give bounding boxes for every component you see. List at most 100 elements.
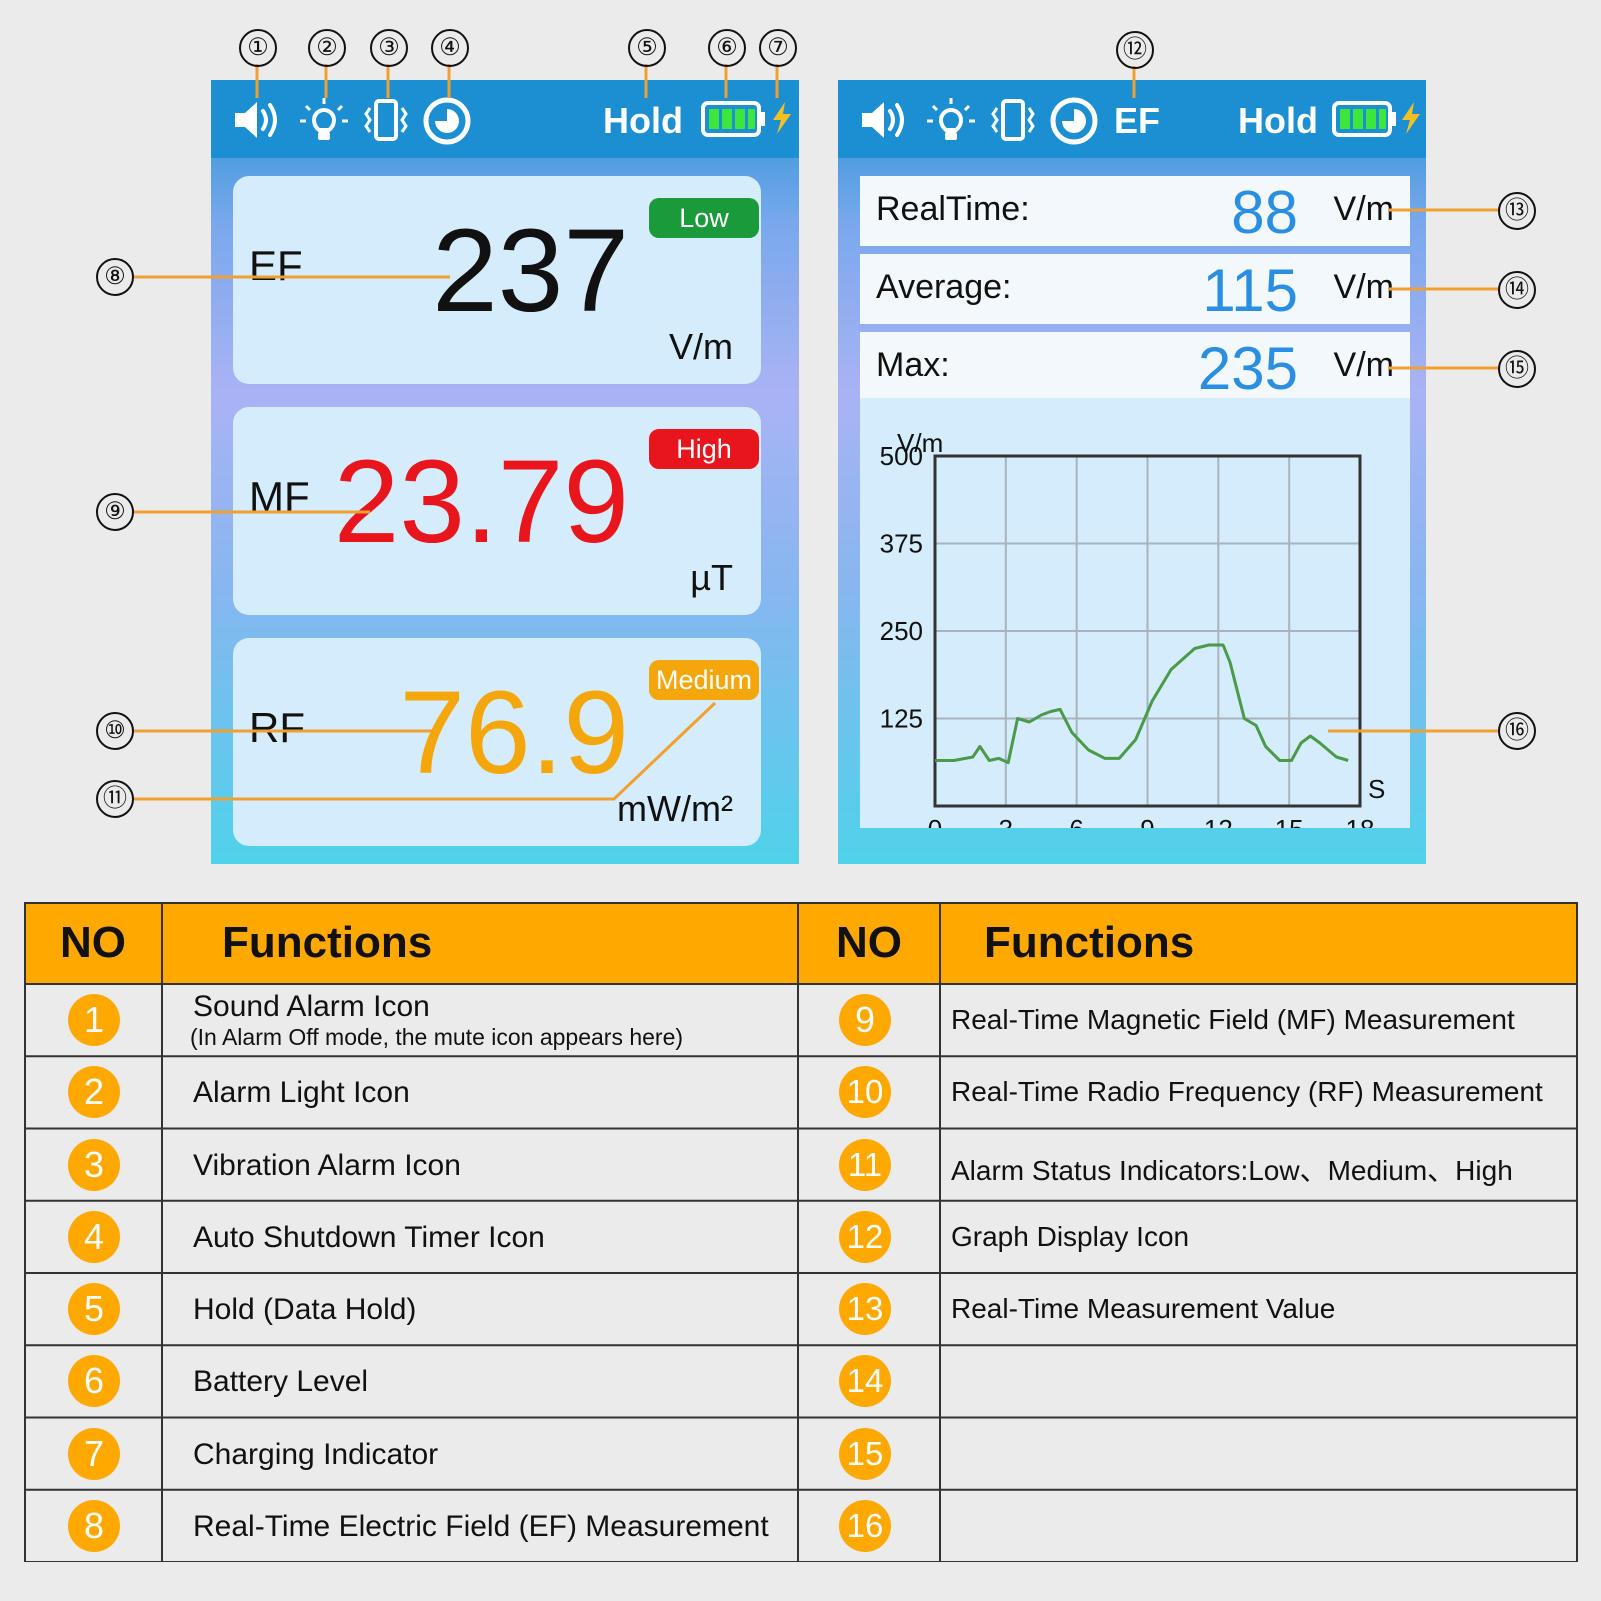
callout-8: ⑧ — [96, 258, 134, 296]
callout-11: ⑪ — [96, 780, 134, 818]
header-functions-left: Functions — [162, 902, 798, 984]
mf-status-badge: High — [649, 429, 759, 469]
left-row-function-text: Battery Level — [193, 1365, 369, 1399]
left-status-bar: Hold — [211, 80, 799, 158]
graph-panel: 500 375 250 125 0 3 6 9 12 15 18 V/m S — [860, 398, 1410, 844]
callout-9: ⑨ — [96, 493, 134, 531]
callout-12: ⑫ — [1116, 31, 1154, 69]
rf-panel: RF 76.9 Medium mW/m² — [233, 638, 761, 846]
ef-value: 237 — [432, 205, 629, 337]
speaker-icon — [862, 102, 904, 138]
hold-indicator: Hold — [1238, 100, 1318, 141]
left-row-number-badge: 6 — [68, 1355, 120, 1408]
plot-frame — [933, 454, 1362, 808]
average-label: Average: — [876, 268, 1012, 306]
y-tick-label: 500 — [880, 441, 923, 471]
left-row-function-text: Charging Indicator — [193, 1437, 439, 1471]
max-unit: V/m — [1333, 346, 1394, 384]
battery-icon — [1332, 101, 1396, 137]
hold-indicator: Hold — [603, 100, 683, 141]
right-row-function-text: Real-Time Measurement Value — [951, 1293, 1336, 1324]
mf-label: MF — [249, 473, 310, 520]
x-tick-label: 0 — [928, 814, 942, 828]
left-device-screen: Hold EF 237 Low V/m MF 23.79 High µT RF … — [211, 80, 799, 864]
rf-value: 76.9 — [399, 667, 629, 799]
left-row-function-text: Vibration Alarm Icon — [193, 1148, 461, 1182]
left-row-function-text: Real-Time Electric Field (EF) Measuremen… — [193, 1509, 769, 1543]
right-row-number-badge: 15 — [839, 1427, 891, 1480]
left-row-function-text: Hold (Data Hold) — [193, 1293, 417, 1326]
left-row-function-text: Alarm Light Icon — [193, 1076, 410, 1110]
right-row-number-badge: 12 — [839, 1210, 891, 1263]
right-row-number-badge: 16 — [839, 1499, 891, 1552]
x-tick-label: 18 — [1346, 814, 1375, 828]
table-grid — [24, 902, 1578, 1562]
callout-7: ⑦ — [759, 29, 797, 67]
callout-3: ③ — [370, 29, 408, 67]
alarm-light-icon — [927, 98, 975, 140]
right-row-number-badge: 10 — [839, 1066, 891, 1119]
right-row-number-badge: 9 — [839, 994, 891, 1046]
x-tick-label: 3 — [999, 814, 1013, 828]
callout-16: ⑯ — [1498, 712, 1536, 750]
left-row-number-badge: 5 — [68, 1283, 120, 1335]
callout-5: ⑤ — [628, 29, 666, 67]
average-row: Average: 115 V/m — [860, 254, 1410, 324]
x-axis-unit: S — [1368, 774, 1385, 804]
y-axis-unit: V/m — [897, 428, 943, 458]
max-row: Max: 235 V/m — [860, 332, 1410, 402]
mf-panel: MF 23.79 High µT — [233, 407, 761, 615]
average-unit: V/m — [1333, 268, 1394, 306]
y-tick-label: 375 — [880, 529, 923, 559]
left-row-function-text: Sound Alarm Icon — [193, 990, 430, 1023]
realtime-unit: V/m — [1333, 190, 1394, 228]
left-row-number-badge: 7 — [68, 1427, 120, 1480]
charging-bolt-icon — [1402, 102, 1420, 134]
max-value: 235 — [1197, 335, 1298, 402]
realtime-row: RealTime: 88 V/m — [860, 176, 1410, 246]
realtime-label: RealTime: — [876, 190, 1030, 228]
charging-bolt-icon — [773, 102, 791, 134]
mf-unit: µT — [690, 557, 733, 598]
callout-4: ④ — [431, 29, 469, 67]
header-functions-right: Functions — [940, 902, 1578, 984]
callout-6: ⑥ — [708, 29, 746, 67]
callout-14: ⑭ — [1498, 271, 1536, 309]
ef-status-badge: Low — [649, 198, 759, 238]
right-row-function-text: Real-Time Radio Frequency (RF) Measureme… — [951, 1076, 1543, 1108]
callout-1: ① — [239, 29, 277, 67]
callout-10: ⑩ — [96, 712, 134, 750]
ef-label: EF — [249, 242, 303, 289]
realtime-value: 88 — [1231, 179, 1298, 246]
callout-13: ⑬ — [1498, 192, 1536, 230]
vibration-icon — [991, 99, 1035, 141]
right-row-number-badge: 13 — [839, 1283, 891, 1335]
callout-2: ② — [308, 29, 346, 67]
functions-table: NO Functions NO Functions 1 Sound Alarm I… — [24, 902, 1578, 1562]
x-tick-label: 12 — [1204, 814, 1233, 828]
right-device-screen: EF Hold RealTime: 88 V/m Average: 115 V/… — [838, 80, 1426, 864]
left-row-number-badge: 4 — [68, 1210, 120, 1263]
header-no-left: NO — [24, 902, 162, 984]
left-row-number-badge: 8 — [68, 1499, 120, 1552]
average-value: 115 — [1202, 257, 1298, 324]
left-row-number-badge: 3 — [68, 1138, 120, 1191]
rf-label: RF — [249, 704, 305, 751]
y-tick-label: 125 — [880, 704, 923, 734]
rf-unit: mW/m² — [617, 788, 733, 829]
ef-panel: EF 237 Low V/m — [233, 176, 761, 384]
battery-icon — [701, 101, 765, 137]
left-row-number-badge: 1 — [68, 994, 120, 1046]
rf-status-badge: Medium — [649, 660, 759, 700]
left-row-function-subtext: (In Alarm Off mode, the mute icon appear… — [190, 1024, 684, 1050]
mf-value: 23.79 — [333, 436, 629, 568]
x-tick-label: 9 — [1140, 814, 1154, 828]
right-row-function-text: Real-Time Magnetic Field (MF) Measuremen… — [951, 1004, 1515, 1035]
right-row-number-badge: 14 — [839, 1355, 891, 1408]
ef-history-chart: 500 375 250 125 0 3 6 9 12 15 18 V/m S — [880, 428, 1386, 844]
ef-unit: V/m — [668, 326, 733, 367]
x-tick-label: 6 — [1069, 814, 1083, 828]
timer-icon — [423, 97, 471, 145]
right-status-bar: EF Hold — [838, 80, 1426, 158]
right-row-function-text: Graph Display Icon — [951, 1220, 1190, 1252]
